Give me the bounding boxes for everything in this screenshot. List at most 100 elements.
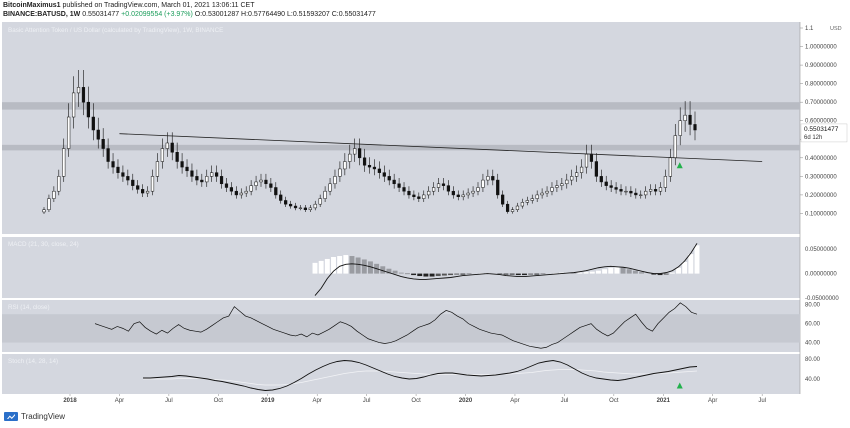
candle-body-26 (170, 142, 174, 153)
candle-body-29 (185, 166, 189, 172)
candle-body-32 (200, 179, 204, 183)
time-tick-label-6: Jul (363, 398, 371, 404)
candle-body-62 (348, 153, 352, 162)
candle-body-119 (629, 190, 633, 194)
candle-body-101 (540, 192, 544, 196)
candle-body-1 (47, 198, 51, 210)
candle-body-74 (407, 190, 411, 196)
candle-body-68 (377, 168, 381, 173)
candle-body-125 (658, 187, 663, 192)
candle-body-43 (254, 181, 258, 186)
macd-hist-bar-32 (509, 273, 515, 275)
candle-body-110 (584, 153, 589, 168)
macd-hist-bar-21 (441, 273, 447, 276)
macd-y-tick-label-1: 0.00000000 (805, 272, 837, 278)
candle-body-99 (530, 198, 534, 201)
candle-body-93 (501, 194, 505, 205)
publisher-name: BitcoinMaximus1 (3, 2, 61, 9)
candle-body-42 (249, 185, 253, 192)
candle-body-69 (382, 172, 386, 177)
time-tick-label-8: 2020 (459, 398, 473, 404)
macd-hist-bar-43 (577, 272, 583, 274)
candle-body-53 (303, 207, 307, 210)
main-y-tick-label-10: 0.10000000 (805, 211, 837, 217)
candle-body-80 (436, 183, 441, 188)
main-y-tick-label-1: 1.00000000 (805, 45, 837, 51)
candle-body-41 (244, 190, 248, 194)
macd-hist-bar-40 (558, 272, 564, 274)
candle-body-16 (121, 172, 125, 177)
candle-body-86 (466, 192, 470, 196)
candle-body-19 (136, 185, 140, 190)
macd-hist-bar-6 (349, 256, 355, 274)
candle-body-23 (155, 161, 160, 177)
candle-body-97 (520, 202, 524, 207)
symbol-name: BINANCE:BATUSD, 1W (3, 11, 81, 18)
candle-body-102 (545, 190, 549, 194)
candle-body-0 (42, 209, 46, 213)
main-legend: Basic Attention Token / US Dollar (calcu… (8, 27, 223, 34)
candle-body-57 (323, 190, 327, 199)
time-tick-label-10: Jul (561, 398, 569, 404)
candle-body-126 (663, 176, 668, 188)
candle-body-55 (313, 203, 317, 209)
candle-body-31 (195, 176, 199, 181)
main-y-tick-label-4: 0.70000000 (805, 100, 837, 106)
candle-body-72 (397, 183, 401, 188)
candle-body-85 (461, 194, 465, 198)
time-tick-label-2: Jul (165, 398, 173, 404)
candle-body-79 (432, 187, 436, 192)
macd-hist-bar-31 (503, 273, 509, 275)
chart-canvas[interactable]: 1.1 1.00000000 0.90000000 0.80000000 0.70000… (0, 22, 850, 410)
candle-body-89 (481, 179, 485, 188)
candle-body-24 (160, 148, 164, 162)
candle-body-70 (387, 176, 391, 181)
resistance-zone-1 (2, 144, 800, 151)
main-y-tick-label-8: 0.30000000 (805, 174, 837, 180)
resistance-zone-0 (2, 102, 800, 110)
macd-hist-bar-8 (361, 259, 367, 274)
candle-body-107 (570, 176, 574, 181)
candle-body-108 (575, 172, 579, 177)
candle-body-49 (284, 200, 288, 205)
macd-hist-bar-55 (651, 273, 657, 275)
currency-label: USD (830, 26, 842, 32)
macd-hist-bar-44 (583, 272, 589, 274)
candle-body-114 (604, 181, 608, 186)
macd-hist-bar-58 (669, 272, 675, 274)
macd-hist-bar-11 (380, 266, 386, 274)
candles (42, 69, 697, 214)
candle-body-54 (308, 207, 312, 210)
macd-hist-bar-23 (454, 273, 460, 275)
stoch-k-line (143, 360, 698, 391)
macd-hist-bar-0 (312, 262, 318, 274)
pane-main-background (2, 22, 800, 234)
candle-body-67 (372, 166, 377, 170)
candle-body-90 (486, 176, 490, 181)
candle-body-105 (560, 183, 564, 186)
candle-body-30 (190, 170, 194, 177)
stoch-legend: Stoch (14, 28, 14) (8, 358, 58, 365)
candle-body-95 (510, 209, 515, 212)
candle-body-59 (333, 176, 337, 185)
price-tag-value: 0.55031477 (804, 126, 839, 133)
candle-body-116 (614, 187, 618, 190)
candle-body-13 (106, 148, 110, 162)
symbol-info: BINANCE:BATUSD, 1W 0.55031477 +0.0209955… (3, 11, 376, 18)
candle-body-83 (451, 190, 455, 196)
candle-body-3 (57, 176, 61, 192)
trendline (119, 133, 763, 162)
candle-body-51 (293, 205, 298, 209)
tradingview-logo[interactable]: TradingView (4, 412, 65, 421)
macd-hist-bar-22 (448, 273, 454, 276)
candle-body-27 (175, 152, 179, 162)
candle-body-64 (358, 148, 362, 159)
candle-body-18 (131, 179, 135, 186)
time-tick-label-4: 2019 (261, 398, 275, 404)
candle-body-118 (624, 190, 628, 193)
candle-body-25 (165, 142, 169, 149)
candle-body-65 (362, 157, 367, 166)
price-tag-box (800, 123, 848, 143)
main-y-tick-label-9: 0.20000000 (805, 193, 837, 199)
candle-body-28 (180, 161, 184, 168)
